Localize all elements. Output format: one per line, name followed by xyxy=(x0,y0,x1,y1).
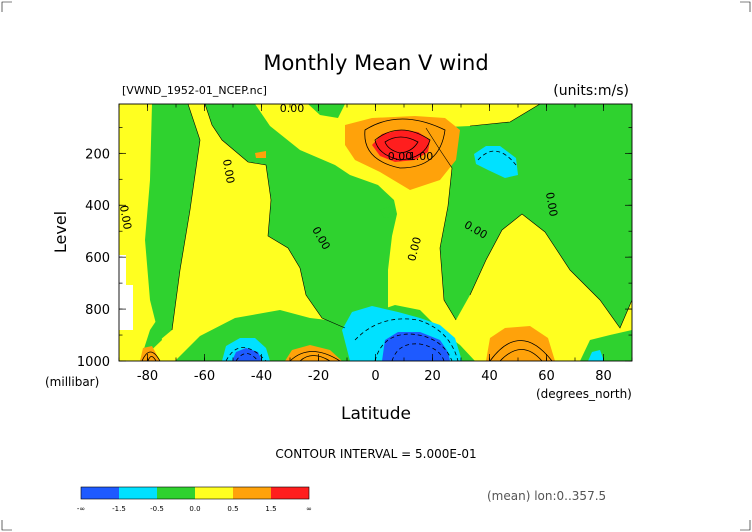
field-orange-region xyxy=(140,346,160,361)
contour-label: 0.00 xyxy=(405,236,424,263)
x-tick-label: -80 xyxy=(137,369,158,384)
x-tick-label: -20 xyxy=(308,369,329,384)
y-tick-label: 200 xyxy=(85,147,110,162)
field-orange-region xyxy=(255,151,266,158)
axis-ticks xyxy=(118,104,633,362)
colorbar-label: 0.5 xyxy=(227,505,238,513)
field-orange-region xyxy=(285,345,342,361)
colorbar-label: -∞ xyxy=(77,505,85,513)
colorbar-swatch xyxy=(157,487,195,499)
chart-title: Monthly Mean V wind xyxy=(263,51,488,75)
field-green-region xyxy=(145,104,200,340)
colorbar-label: -1.5 xyxy=(112,505,126,513)
contour-interval-label: CONTOUR INTERVAL = 5.000E-01 xyxy=(275,447,476,461)
contour-label: 1.00 xyxy=(409,150,434,163)
colorbar-swatch xyxy=(195,487,233,499)
colorbar-label: 0.0 xyxy=(189,505,200,513)
field-green-region xyxy=(380,206,395,218)
colorbar-label: -0.5 xyxy=(150,505,164,513)
colorbar-label: ∞ xyxy=(306,505,312,513)
units-label: (units:m/s) xyxy=(553,83,629,99)
colorbar-swatch xyxy=(271,487,309,499)
contour-lines xyxy=(141,118,553,361)
colorbar-label: 1.5 xyxy=(265,505,276,513)
file-label: [VWND_1952-01_NCEP.nc] xyxy=(122,84,267,97)
mean-lon-label: (mean) lon:0..357.5 xyxy=(487,489,606,503)
contour-label: 0.00 xyxy=(117,204,134,230)
x-tick-label: 40 xyxy=(481,369,498,384)
colorbar-swatch xyxy=(81,487,119,499)
field-red-region xyxy=(372,130,430,162)
contour-label: 0.00 xyxy=(220,158,237,184)
contour-label: 0.00 xyxy=(388,150,413,163)
colorbar-swatch xyxy=(119,487,157,499)
y-tick-label: 400 xyxy=(85,199,110,214)
colorbar-frame xyxy=(80,486,310,500)
x-tick-label: -60 xyxy=(194,369,215,384)
y-axis-label: Level xyxy=(51,211,70,253)
field-cyan-region xyxy=(588,350,604,361)
field-orange-region xyxy=(486,326,555,361)
y-tick-label: 800 xyxy=(85,303,110,318)
x-tick-label: 0 xyxy=(371,369,379,384)
y-tick-labels: 200 400 600 800 1000 xyxy=(77,147,110,370)
zero-contours xyxy=(171,104,632,331)
colorbar: -∞ -1.5 -0.5 0.0 0.5 1.5 ∞ xyxy=(77,486,312,513)
x-tick-label: 80 xyxy=(595,369,612,384)
x-tick-label: 60 xyxy=(538,369,555,384)
field-green-region xyxy=(152,104,397,328)
y-tick-label: 1000 xyxy=(77,355,110,370)
x-axis-unit: (degrees_north) xyxy=(536,387,632,401)
y-axis-unit: (millibar) xyxy=(45,375,99,389)
contour-label: 0.00 xyxy=(280,102,305,115)
x-tick-label: 20 xyxy=(424,369,441,384)
contour-labels: 0.000.000.000.00 0.000.000.000.001.00 xyxy=(117,102,560,263)
contour-label: 0.00 xyxy=(543,191,560,217)
y-tick-label: 600 xyxy=(85,251,110,266)
x-tick-label: -40 xyxy=(251,369,272,384)
colorbar-swatch xyxy=(233,487,271,499)
field-blue-region xyxy=(382,332,450,361)
contour-field xyxy=(119,104,632,361)
x-axis-label: Latitude xyxy=(341,404,411,424)
field-green-region xyxy=(308,104,345,118)
x-tick-labels: -80 -60 -40 -20 0 20 40 60 80 xyxy=(137,369,612,384)
field-missing xyxy=(119,255,133,330)
